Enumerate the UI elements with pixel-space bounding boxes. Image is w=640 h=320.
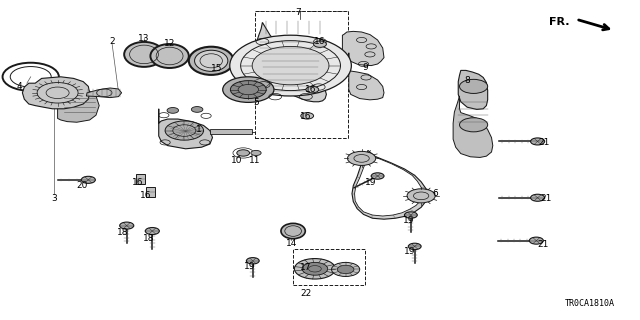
Text: FR.: FR.	[549, 17, 570, 28]
Polygon shape	[86, 88, 122, 98]
Circle shape	[120, 222, 134, 229]
Circle shape	[348, 151, 376, 165]
Polygon shape	[453, 96, 493, 157]
Text: 14: 14	[285, 239, 297, 248]
Text: 4: 4	[17, 82, 22, 91]
Bar	[293, 249, 365, 285]
Polygon shape	[342, 31, 384, 66]
Circle shape	[529, 237, 543, 244]
Text: 19: 19	[244, 262, 255, 271]
Text: 15: 15	[211, 64, 222, 73]
Text: 22: 22	[300, 289, 312, 298]
Circle shape	[531, 194, 545, 201]
Ellipse shape	[124, 42, 164, 67]
Text: 20: 20	[76, 181, 88, 190]
Circle shape	[404, 212, 417, 218]
Circle shape	[408, 243, 421, 250]
Circle shape	[294, 259, 335, 279]
Circle shape	[302, 262, 328, 275]
Circle shape	[230, 81, 266, 99]
Text: 21: 21	[538, 138, 550, 147]
Text: 1: 1	[196, 125, 201, 134]
Circle shape	[332, 262, 360, 276]
Text: 16: 16	[314, 37, 326, 46]
Circle shape	[251, 150, 261, 156]
Bar	[136, 174, 145, 184]
Text: 19: 19	[403, 216, 414, 225]
Circle shape	[371, 173, 384, 179]
Circle shape	[246, 258, 259, 264]
Circle shape	[81, 176, 95, 183]
Text: 16: 16	[132, 178, 143, 187]
Ellipse shape	[281, 223, 305, 239]
Circle shape	[314, 41, 326, 47]
Ellipse shape	[189, 47, 234, 75]
Circle shape	[165, 121, 204, 140]
Text: 2: 2	[109, 37, 115, 46]
Polygon shape	[58, 89, 99, 122]
Text: 9: 9	[362, 63, 367, 72]
Text: 3: 3	[52, 194, 57, 203]
Text: 10: 10	[231, 156, 243, 164]
Circle shape	[337, 265, 354, 274]
Bar	[255, 11, 348, 138]
Text: 18: 18	[117, 228, 129, 237]
Polygon shape	[352, 150, 428, 219]
Text: 6: 6	[433, 189, 438, 198]
Text: 7: 7	[295, 8, 300, 17]
Bar	[210, 129, 252, 134]
Text: 5: 5	[253, 98, 259, 107]
Polygon shape	[355, 153, 422, 216]
Polygon shape	[159, 109, 212, 149]
Text: 21: 21	[537, 240, 548, 249]
Bar	[146, 187, 155, 197]
Text: 8: 8	[465, 76, 470, 84]
Polygon shape	[458, 70, 488, 109]
Text: 12: 12	[164, 39, 175, 48]
Text: 17: 17	[300, 263, 312, 272]
Polygon shape	[349, 53, 384, 100]
Circle shape	[460, 118, 488, 132]
Ellipse shape	[195, 50, 228, 71]
Circle shape	[407, 189, 435, 203]
Circle shape	[223, 77, 274, 102]
Circle shape	[306, 86, 319, 93]
Text: 18: 18	[143, 234, 155, 243]
Circle shape	[531, 138, 545, 145]
Text: TR0CA1810A: TR0CA1810A	[564, 299, 614, 308]
Text: 16: 16	[300, 112, 312, 121]
Circle shape	[230, 35, 351, 96]
Text: 19: 19	[365, 178, 377, 187]
Text: 16: 16	[305, 85, 316, 94]
Circle shape	[167, 108, 179, 113]
Text: 21: 21	[540, 194, 552, 203]
Polygon shape	[22, 77, 90, 109]
Circle shape	[301, 113, 314, 119]
Polygon shape	[256, 22, 326, 102]
Circle shape	[460, 79, 488, 93]
Text: 13: 13	[138, 34, 150, 43]
Ellipse shape	[150, 44, 189, 68]
Circle shape	[237, 150, 250, 156]
Circle shape	[252, 46, 329, 85]
Circle shape	[191, 107, 203, 112]
Text: 19: 19	[404, 247, 415, 256]
Text: 16: 16	[140, 191, 152, 200]
Circle shape	[145, 228, 159, 235]
Text: 11: 11	[249, 156, 260, 164]
